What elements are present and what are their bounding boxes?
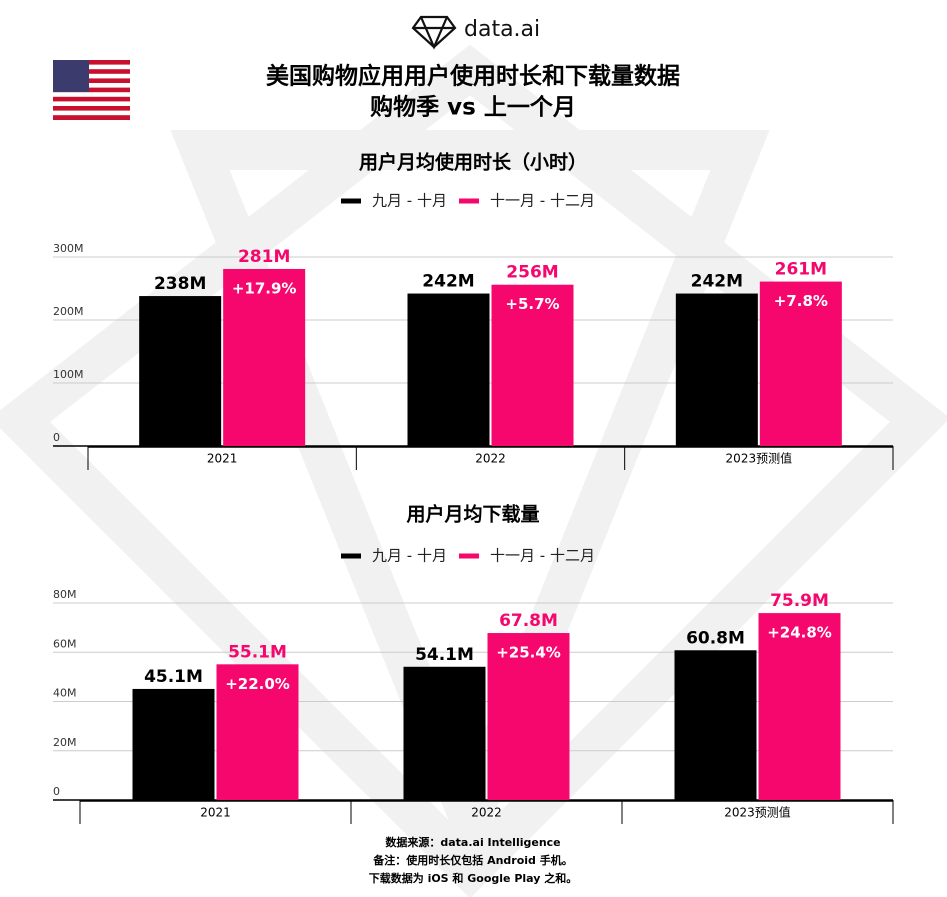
legend-label: 九月 - 十月: [372, 192, 447, 210]
y-tick-label: 0: [53, 785, 60, 798]
value-label: 75.9M: [770, 591, 829, 611]
change-label: +22.0%: [225, 675, 290, 693]
y-tick-label: 300M: [53, 242, 84, 255]
x-tick-label: 2022: [475, 452, 506, 466]
chart-title: 用户月均使用时长（小时）: [359, 151, 587, 174]
y-tick-label: 20M: [53, 736, 77, 749]
x-tick-label: 2022: [471, 806, 502, 820]
legend-label: 九月 - 十月: [372, 547, 447, 565]
logo-icon: [411, 15, 457, 50]
change-label: +7.8%: [774, 292, 828, 310]
bar: [758, 613, 841, 800]
value-label: 261M: [775, 260, 827, 280]
bar: [759, 281, 842, 446]
value-label: 45.1M: [144, 667, 203, 687]
value-label: 238M: [154, 274, 206, 294]
y-tick-label: 60M: [53, 637, 77, 650]
chart-title: 用户月均下载量: [406, 503, 539, 526]
change-label: +25.4%: [496, 644, 561, 662]
legend-label: 十一月 - 十二月: [490, 547, 595, 565]
us-flag: [53, 60, 130, 120]
y-tick-label: 80M: [53, 588, 77, 601]
change-label: +24.8%: [767, 624, 832, 642]
logo-text: data.ai: [464, 17, 540, 42]
bar: [491, 284, 574, 446]
bar: [139, 296, 222, 446]
bar: [674, 650, 757, 800]
bar: [223, 268, 306, 446]
y-tick-label: 40M: [53, 687, 77, 700]
bar: [216, 664, 299, 800]
y-tick-label: 0: [53, 431, 60, 444]
x-tick-label: 2023预测值: [724, 805, 791, 820]
bar: [675, 293, 758, 446]
value-label: 54.1M: [415, 645, 474, 665]
value-label: 55.1M: [228, 642, 287, 662]
y-tick-label: 100M: [53, 368, 84, 381]
value-label: 60.8M: [686, 628, 745, 648]
subtitle: 购物季 vs 上一个月: [370, 94, 576, 121]
bar: [132, 688, 215, 800]
value-label: 256M: [506, 263, 558, 283]
footer-line: 下载数据为 iOS 和 Google Play 之和。: [369, 871, 578, 885]
bar: [487, 633, 570, 800]
change-label: +5.7%: [505, 295, 559, 313]
value-label: 281M: [238, 247, 290, 267]
x-tick-label: 2023预测值: [726, 451, 793, 466]
value-label: 67.8M: [499, 611, 558, 631]
change-label: +17.9%: [232, 279, 297, 297]
value-label: 242M: [691, 272, 743, 292]
footer-line: 备注：使用时长仅包括 Android 手机。: [372, 853, 573, 867]
title: 美国购物应用用户使用时长和下载量数据: [266, 63, 680, 90]
x-tick-label: 2021: [200, 806, 231, 820]
y-tick-label: 200M: [53, 305, 84, 318]
x-tick-label: 2021: [207, 452, 238, 466]
footer-line: 数据来源：data.ai Intelligence: [385, 835, 560, 849]
legend-label: 十一月 - 十二月: [490, 192, 595, 210]
bar: [403, 666, 486, 800]
bar: [407, 293, 490, 446]
value-label: 242M: [422, 272, 474, 292]
